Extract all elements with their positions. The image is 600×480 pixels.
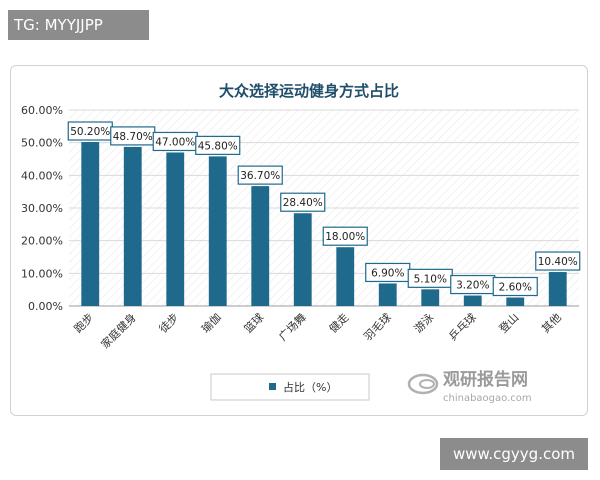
bar xyxy=(421,289,440,306)
x-tick-label: 游泳 xyxy=(411,310,436,335)
bar xyxy=(251,186,270,306)
y-tick-label: 50.00% xyxy=(21,137,63,150)
x-tick-label: 乒乓球 xyxy=(446,310,479,343)
data-label-box xyxy=(322,226,368,246)
bar xyxy=(123,146,142,306)
legend-swatch xyxy=(269,383,276,390)
bar xyxy=(336,247,355,306)
data-label: 3.20% xyxy=(456,280,489,292)
data-label: 10.40% xyxy=(538,256,578,268)
data-label-box xyxy=(195,135,241,155)
watermark-brand-en: chinabaogao.com xyxy=(443,393,532,404)
x-tick-label: 其他 xyxy=(539,311,564,336)
tag-badge: TG: MYYJJPP xyxy=(8,10,149,40)
x-tick-label: 篮球 xyxy=(241,310,266,335)
data-label-box xyxy=(535,251,581,271)
x-tick-label: 广场舞 xyxy=(276,310,309,343)
data-label: 36.70% xyxy=(240,170,280,182)
watermark-swirl-inner-icon xyxy=(419,379,435,389)
x-tick-label: 跑步 xyxy=(71,310,96,335)
y-tick-label: 30.00% xyxy=(21,202,63,215)
bar-chart: 大众选择运动健身方式占比 0.00% 10.00% 20.00% 30.00% 40.0… xyxy=(21,82,581,404)
chart-frame: 大众选择运动健身方式占比 0.00% 10.00% 20.00% 30.00% 40.0… xyxy=(10,65,588,416)
x-tick-label: 家庭健身 xyxy=(98,310,139,351)
y-tick-label: 0.00% xyxy=(28,300,63,313)
x-tick-label: 登山 xyxy=(496,310,521,335)
x-tick-label: 徒步 xyxy=(156,310,181,335)
bar xyxy=(208,156,227,306)
legend-label: 占比（%） xyxy=(283,380,337,394)
x-tick-label: 羽毛球 xyxy=(361,310,394,343)
data-label: 47.00% xyxy=(155,136,195,148)
bar xyxy=(378,283,397,306)
chart-title: 大众选择运动健身方式占比 xyxy=(219,82,399,100)
data-label: 28.40% xyxy=(283,197,323,209)
x-tick-label: 瑜伽 xyxy=(198,310,223,335)
data-label-box xyxy=(280,192,326,212)
y-tick-label: 20.00% xyxy=(21,235,63,248)
y-tick-label: 40.00% xyxy=(21,169,63,182)
data-label: 5.10% xyxy=(414,273,447,285)
watermark-logo: 观研报告网 chinabaogao.com xyxy=(407,369,532,404)
data-label: 2.60% xyxy=(499,282,532,294)
bar xyxy=(463,295,482,306)
data-label-box xyxy=(237,165,283,185)
bar xyxy=(293,213,312,306)
bar xyxy=(548,272,567,306)
watermark-brand-cn: 观研报告网 xyxy=(442,369,528,390)
legend: 占比（%） xyxy=(210,373,370,401)
bar xyxy=(81,142,100,306)
bar xyxy=(506,297,525,306)
data-label: 6.90% xyxy=(371,267,404,279)
data-label: 45.80% xyxy=(198,140,238,152)
data-label: 18.00% xyxy=(325,231,365,243)
labels-layer: 50.20% 48.70% 47.00% 45.80% 36.70% 28.40% 18.0… xyxy=(67,121,581,297)
watermark-swirl-icon xyxy=(407,373,439,395)
bars-layer xyxy=(81,142,567,306)
x-tick-labels: 跑步 家庭健身 徒步 瑜伽 篮球 广场舞 健走 羽毛球 游泳 乒乓球 登山 其他 xyxy=(71,310,564,351)
data-label-box xyxy=(492,276,538,297)
x-tick-label: 健走 xyxy=(327,311,352,336)
y-tick-label: 10.00% xyxy=(21,267,63,280)
data-label: 50.20% xyxy=(70,126,110,138)
bar xyxy=(166,152,185,306)
data-label: 48.70% xyxy=(113,131,153,143)
legend-box xyxy=(210,373,370,401)
y-tick-label: 60.00% xyxy=(21,104,63,117)
footer-badge: www.cgyyg.com xyxy=(440,438,588,470)
